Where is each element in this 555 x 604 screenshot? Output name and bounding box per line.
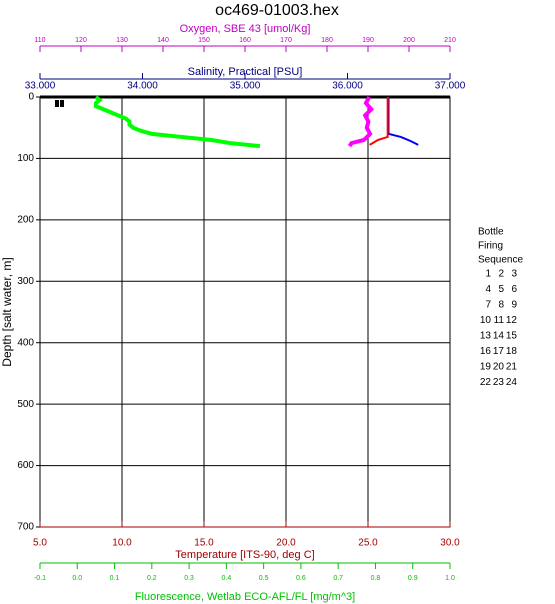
legend-entry: 24 xyxy=(506,377,518,388)
legend-entry: 16 xyxy=(480,346,492,357)
legend-entry: 21 xyxy=(506,362,518,373)
x-tick-label: 5.0 xyxy=(33,538,47,549)
x-tick-label: 170 xyxy=(280,37,292,44)
legend-entry: 10 xyxy=(480,315,492,326)
x-tick-label: 0.8 xyxy=(371,575,381,582)
x-axis-label: Oxygen, SBE 43 [umol/Kg] xyxy=(180,23,311,35)
bottle-mark xyxy=(60,100,64,107)
x-axis-label: Temperature [ITS-90, deg C] xyxy=(175,549,314,561)
legend-entry: 3 xyxy=(511,269,517,280)
x-tick-label: 20.0 xyxy=(276,538,296,549)
legend-entry: 11 xyxy=(494,315,505,326)
legend-entry: 9 xyxy=(511,300,517,311)
y-tick-label: 200 xyxy=(17,214,34,225)
legend-entry: 1 xyxy=(485,269,491,280)
x-tick-label: 190 xyxy=(362,37,374,44)
x-tick-label: 160 xyxy=(239,37,251,44)
legend-entry: 20 xyxy=(493,362,505,373)
x-tick-label: 0.2 xyxy=(147,575,157,582)
legend-title: Sequence xyxy=(478,255,523,266)
y-tick-label: 500 xyxy=(17,399,34,410)
y-tick-label: 700 xyxy=(17,522,34,533)
legend-entry: 23 xyxy=(493,377,505,388)
legend-entry: 15 xyxy=(506,331,518,342)
x-tick-label: 33.000 xyxy=(25,81,56,92)
legend-entry: 7 xyxy=(485,300,491,311)
x-tick-label: 10.0 xyxy=(112,538,132,549)
x-tick-label: 180 xyxy=(321,37,333,44)
profile-line xyxy=(93,95,261,149)
legend-entry: 14 xyxy=(493,331,505,342)
y-tick-label: 100 xyxy=(17,153,34,164)
legend-entry: 17 xyxy=(493,346,505,357)
legend-entry: 13 xyxy=(480,331,492,342)
x-tick-label: 120 xyxy=(75,37,87,44)
legend-entry: 4 xyxy=(485,284,491,295)
chart-title: oc469-01003.hex xyxy=(215,2,339,19)
x-tick-label: 210 xyxy=(444,37,456,44)
x-tick-label: 36.000 xyxy=(332,81,363,92)
x-tick-label: 34.000 xyxy=(127,81,158,92)
x-axis-label: Salinity, Practical [PSU] xyxy=(188,66,303,78)
legend-entry: 6 xyxy=(511,284,517,295)
legend-entry: 5 xyxy=(498,284,504,295)
x-tick-label: 0.0 xyxy=(72,575,82,582)
x-tick-label: 0.9 xyxy=(408,575,418,582)
x-tick-label: 1.0 xyxy=(445,575,455,582)
x-tick-label: 140 xyxy=(157,37,169,44)
x-tick-label: -0.1 xyxy=(34,575,46,582)
legend-entry: 19 xyxy=(480,362,492,373)
x-tick-label: 0.5 xyxy=(259,575,269,582)
x-tick-label: 35.000 xyxy=(230,81,261,92)
legend-entry: 22 xyxy=(480,377,492,388)
legend-entry: 12 xyxy=(506,315,518,326)
x-tick-label: 0.4 xyxy=(221,575,231,582)
x-tick-label: 30.0 xyxy=(440,538,460,549)
legend-entry: 2 xyxy=(498,269,504,280)
x-tick-label: 25.0 xyxy=(358,538,378,549)
x-axis-label: Fluorescence, Wetlab ECO-AFL/FL [mg/m^3] xyxy=(135,591,355,603)
x-tick-label: 15.0 xyxy=(194,538,214,549)
legend-entry: 18 xyxy=(506,346,518,357)
x-tick-label: 0.6 xyxy=(296,575,306,582)
x-tick-label: 0.3 xyxy=(184,575,194,582)
y-tick-label: 600 xyxy=(17,460,34,471)
profile-line xyxy=(347,96,375,148)
legend-title: Firing xyxy=(478,241,503,252)
x-tick-label: 0.1 xyxy=(110,575,120,582)
y-axis-label: Depth [salt water, m] xyxy=(0,257,14,366)
y-tick-label: 400 xyxy=(17,337,34,348)
x-tick-label: 150 xyxy=(198,37,210,44)
y-tick-label: 0 xyxy=(28,92,34,103)
profile-line xyxy=(369,97,389,146)
legend-title: Bottle xyxy=(478,227,504,238)
legend-entry: 8 xyxy=(498,300,504,311)
x-tick-label: 0.7 xyxy=(333,575,343,582)
bottle-mark xyxy=(55,100,59,107)
x-tick-label: 130 xyxy=(116,37,128,44)
x-tick-label: 37.000 xyxy=(435,81,466,92)
x-tick-label: 110 xyxy=(34,37,45,44)
x-tick-label: 200 xyxy=(403,37,415,44)
y-tick-label: 300 xyxy=(17,276,34,287)
